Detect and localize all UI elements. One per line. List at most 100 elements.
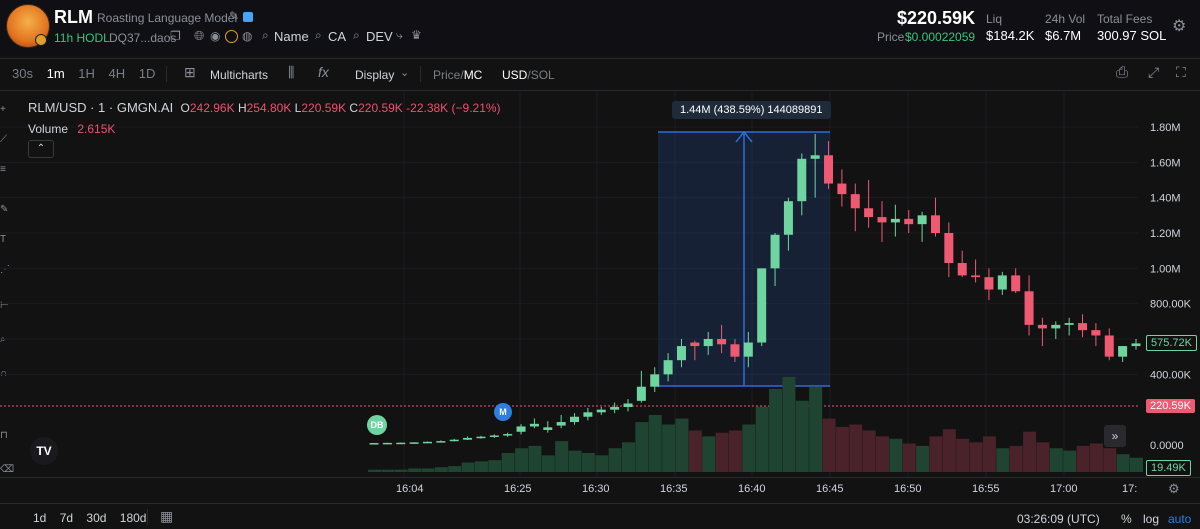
indicator-icon[interactable]: ⫼ — [288, 64, 295, 80]
measure-tool-icon[interactable]: ⊢ — [0, 300, 9, 311]
fees-label: Total Fees — [1097, 12, 1153, 26]
tradingview-logo[interactable]: TV — [30, 437, 58, 465]
current-price-tag: 575.72K — [1146, 335, 1197, 351]
search-ca-icon[interactable]: ⌕ — [315, 28, 322, 42]
settings-icon[interactable]: ⚙ — [1172, 18, 1187, 35]
m-marker[interactable]: M — [494, 403, 512, 421]
volume-bar — [501, 453, 515, 472]
fib-tool-icon[interactable]: ≡ — [0, 164, 6, 175]
candle-body — [449, 439, 459, 442]
candle-body — [1078, 323, 1088, 331]
copy-icon[interactable]: ❐ — [170, 29, 181, 43]
interval-1m[interactable]: 1m — [46, 66, 65, 81]
candle-body — [623, 403, 633, 408]
range-180d[interactable]: 180d — [119, 511, 147, 525]
twitter-icon[interactable] — [243, 12, 253, 22]
website-icon[interactable]: 🌐︎ — [194, 28, 205, 43]
volume-bar — [1130, 457, 1143, 472]
display-button[interactable]: Display — [355, 68, 395, 82]
price-option[interactable]: Price — [433, 68, 461, 82]
time-axis-label: 17: — [1122, 483, 1138, 495]
volume-bar — [1063, 450, 1077, 472]
interval-1d[interactable]: 1D — [138, 66, 156, 81]
lock-tool-icon[interactable]: ⊓ — [0, 430, 8, 441]
pattern-tool-icon[interactable]: ⋰ — [0, 264, 10, 275]
candle-body — [730, 344, 740, 357]
range-30d[interactable]: 30d — [86, 511, 107, 525]
candle-body — [810, 155, 820, 159]
share-icon[interactable]: ⤷ — [396, 28, 403, 42]
search-dev-icon[interactable]: ⌕ — [353, 28, 360, 42]
volume-bar — [461, 462, 475, 472]
volume-bar — [929, 436, 943, 472]
header-divider — [0, 58, 1200, 59]
interval-bar: 30s 1m 1H 4H 1D — [12, 66, 155, 81]
volume-bar — [622, 442, 635, 472]
time-axis-label: 16:30 — [582, 483, 610, 495]
interval-1h[interactable]: 1H — [78, 66, 95, 81]
range-1d[interactable]: 1d — [33, 511, 47, 525]
candle-body — [476, 436, 486, 439]
candle-body — [463, 437, 473, 440]
candle-body — [650, 374, 660, 387]
magnet-tool-icon[interactable]: ∩ — [0, 368, 8, 379]
contract-address[interactable]: DQ37...daos — [109, 31, 177, 45]
candle-body — [997, 275, 1007, 290]
candle-body — [984, 277, 994, 290]
warning-icon[interactable] — [225, 30, 238, 43]
volume-bar — [715, 432, 729, 472]
axis-settings-icon[interactable]: ⚙ — [1168, 481, 1180, 496]
volume-bar — [421, 468, 435, 472]
currency-toggle[interactable]: USD/SOL — [502, 68, 555, 82]
volume-bar — [1076, 445, 1090, 472]
price-mc-toggle[interactable]: Price/MC — [433, 68, 482, 82]
pill-icon[interactable]: ◍ — [242, 29, 253, 43]
multicharts-icon[interactable]: ⊞ — [184, 64, 196, 80]
volume-bar — [969, 442, 983, 472]
sol-option[interactable]: SOL — [530, 68, 555, 82]
interval-30s[interactable]: 30s — [12, 66, 33, 81]
search-name-icon[interactable]: ⌕ — [262, 28, 269, 42]
search-dev-link[interactable]: DEV — [366, 29, 393, 44]
price-axis-label: 1.80M — [1150, 122, 1181, 134]
chevron-down-icon[interactable]: ⌄ — [400, 67, 410, 79]
search-name-link[interactable]: Name — [274, 29, 309, 44]
trash-tool-icon[interactable]: ⌫ — [0, 464, 15, 475]
utc-clock[interactable]: 03:26:09 (UTC) — [1017, 512, 1100, 526]
fees-value: 300.97 SOL — [1097, 28, 1167, 43]
collapse-legend-button[interactable]: ⌃ — [28, 140, 54, 158]
db-marker[interactable]: DB — [367, 415, 387, 435]
line-tool-icon[interactable]: ⟋ — [0, 134, 7, 145]
range-7d[interactable]: 7d — [59, 511, 74, 525]
calendar-icon[interactable]: ▦ — [160, 508, 174, 524]
auto-toggle[interactable]: auto — [1168, 512, 1192, 526]
multicharts-button[interactable]: Multicharts — [210, 68, 269, 82]
crown-icon[interactable]: ♛ — [411, 28, 422, 42]
volume-bar — [902, 443, 916, 472]
user-icon[interactable]: ◉ — [210, 29, 221, 43]
volume-bar — [956, 438, 970, 472]
mc-option[interactable]: MC — [463, 68, 483, 82]
volume-bar — [849, 424, 863, 472]
percent-toggle[interactable]: % — [1121, 512, 1132, 526]
price-chart[interactable]: 1.80M1.60M1.40M1.20M1.00M800.00K600.00K4… — [0, 92, 1200, 477]
candle-body — [864, 208, 874, 218]
search-ca-link[interactable]: CA — [328, 29, 347, 44]
camera-icon[interactable]: ⎙ — [1116, 64, 1129, 81]
time-axis-label: 16:35 — [660, 483, 688, 495]
log-toggle[interactable]: log — [1143, 512, 1160, 526]
time-axis-label: 16:04 — [396, 483, 424, 495]
time-axis-label: 16:40 — [738, 483, 766, 495]
close-label: C — [349, 101, 359, 115]
usd-option[interactable]: USD — [502, 68, 528, 82]
fullscreen-icon[interactable]: ⛶ — [1176, 64, 1186, 80]
text-tool-icon[interactable]: T — [0, 234, 7, 245]
brush-tool-icon[interactable]: ✎ — [0, 204, 9, 215]
interval-4h[interactable]: 4H — [108, 66, 126, 81]
scroll-realtime-button[interactable]: » — [1104, 425, 1126, 447]
fx-icon[interactable]: fx — [318, 64, 329, 80]
expand-icon[interactable]: ⤢ — [1148, 64, 1160, 80]
volume-legend: Volume 2.615K — [28, 122, 115, 136]
crosshair-tool-icon[interactable]: + — [0, 104, 6, 115]
edit-icon[interactable]: ✎ — [229, 9, 240, 23]
